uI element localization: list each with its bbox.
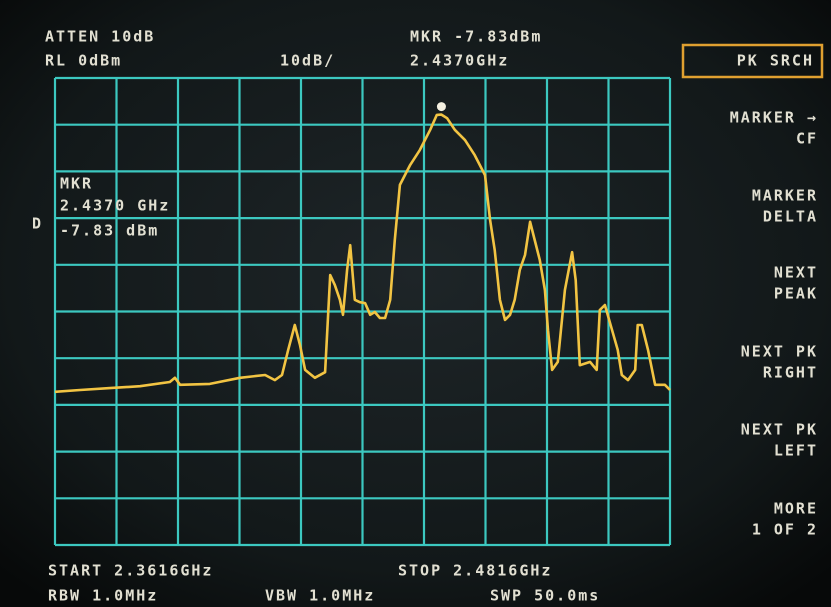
softkey[interactable]: MORE [774,500,818,518]
marker-amplitude: MKR -7.83dBm [410,28,542,46]
vbw: VBW 1.0MHz [265,587,375,605]
marker-dot [436,102,446,112]
stop-freq: STOP 2.4816GHz [398,562,552,580]
trace-label: D [32,215,43,233]
sweep: SWP 50.0ms [490,587,600,605]
trace [54,113,671,394]
graticule [53,76,672,547]
softkey-box [681,43,824,79]
softkey[interactable]: MARKER → [730,109,818,127]
start-freq: START 2.3616GHz [48,562,213,580]
softkey[interactable]: 1 OF 2 [752,521,818,539]
softkey[interactable]: NEXT PK [741,421,818,439]
marker-readout: -7.83 dBm [60,222,159,240]
marker-readout: MKR [60,175,93,193]
softkey[interactable]: NEXT [774,264,818,282]
softkey[interactable]: MARKER [752,187,818,205]
atten: ATTEN 10dB [45,28,155,46]
scale: 10dB/ [280,52,335,70]
softkey[interactable]: CF [796,130,818,148]
marker-readout: 2.4370 GHz [60,197,170,215]
softkey[interactable]: DELTA [763,208,818,226]
marker-frequency: 2.4370GHz [410,52,509,70]
rbw: RBW 1.0MHz [48,587,158,605]
softkey[interactable]: LEFT [774,442,818,460]
ref-level: RL 0dBm [45,52,122,70]
softkey[interactable]: PK SRCH [737,52,814,70]
softkey[interactable]: NEXT PK [741,343,818,361]
softkey[interactable]: RIGHT [763,364,818,382]
softkey[interactable]: PEAK [774,285,818,303]
